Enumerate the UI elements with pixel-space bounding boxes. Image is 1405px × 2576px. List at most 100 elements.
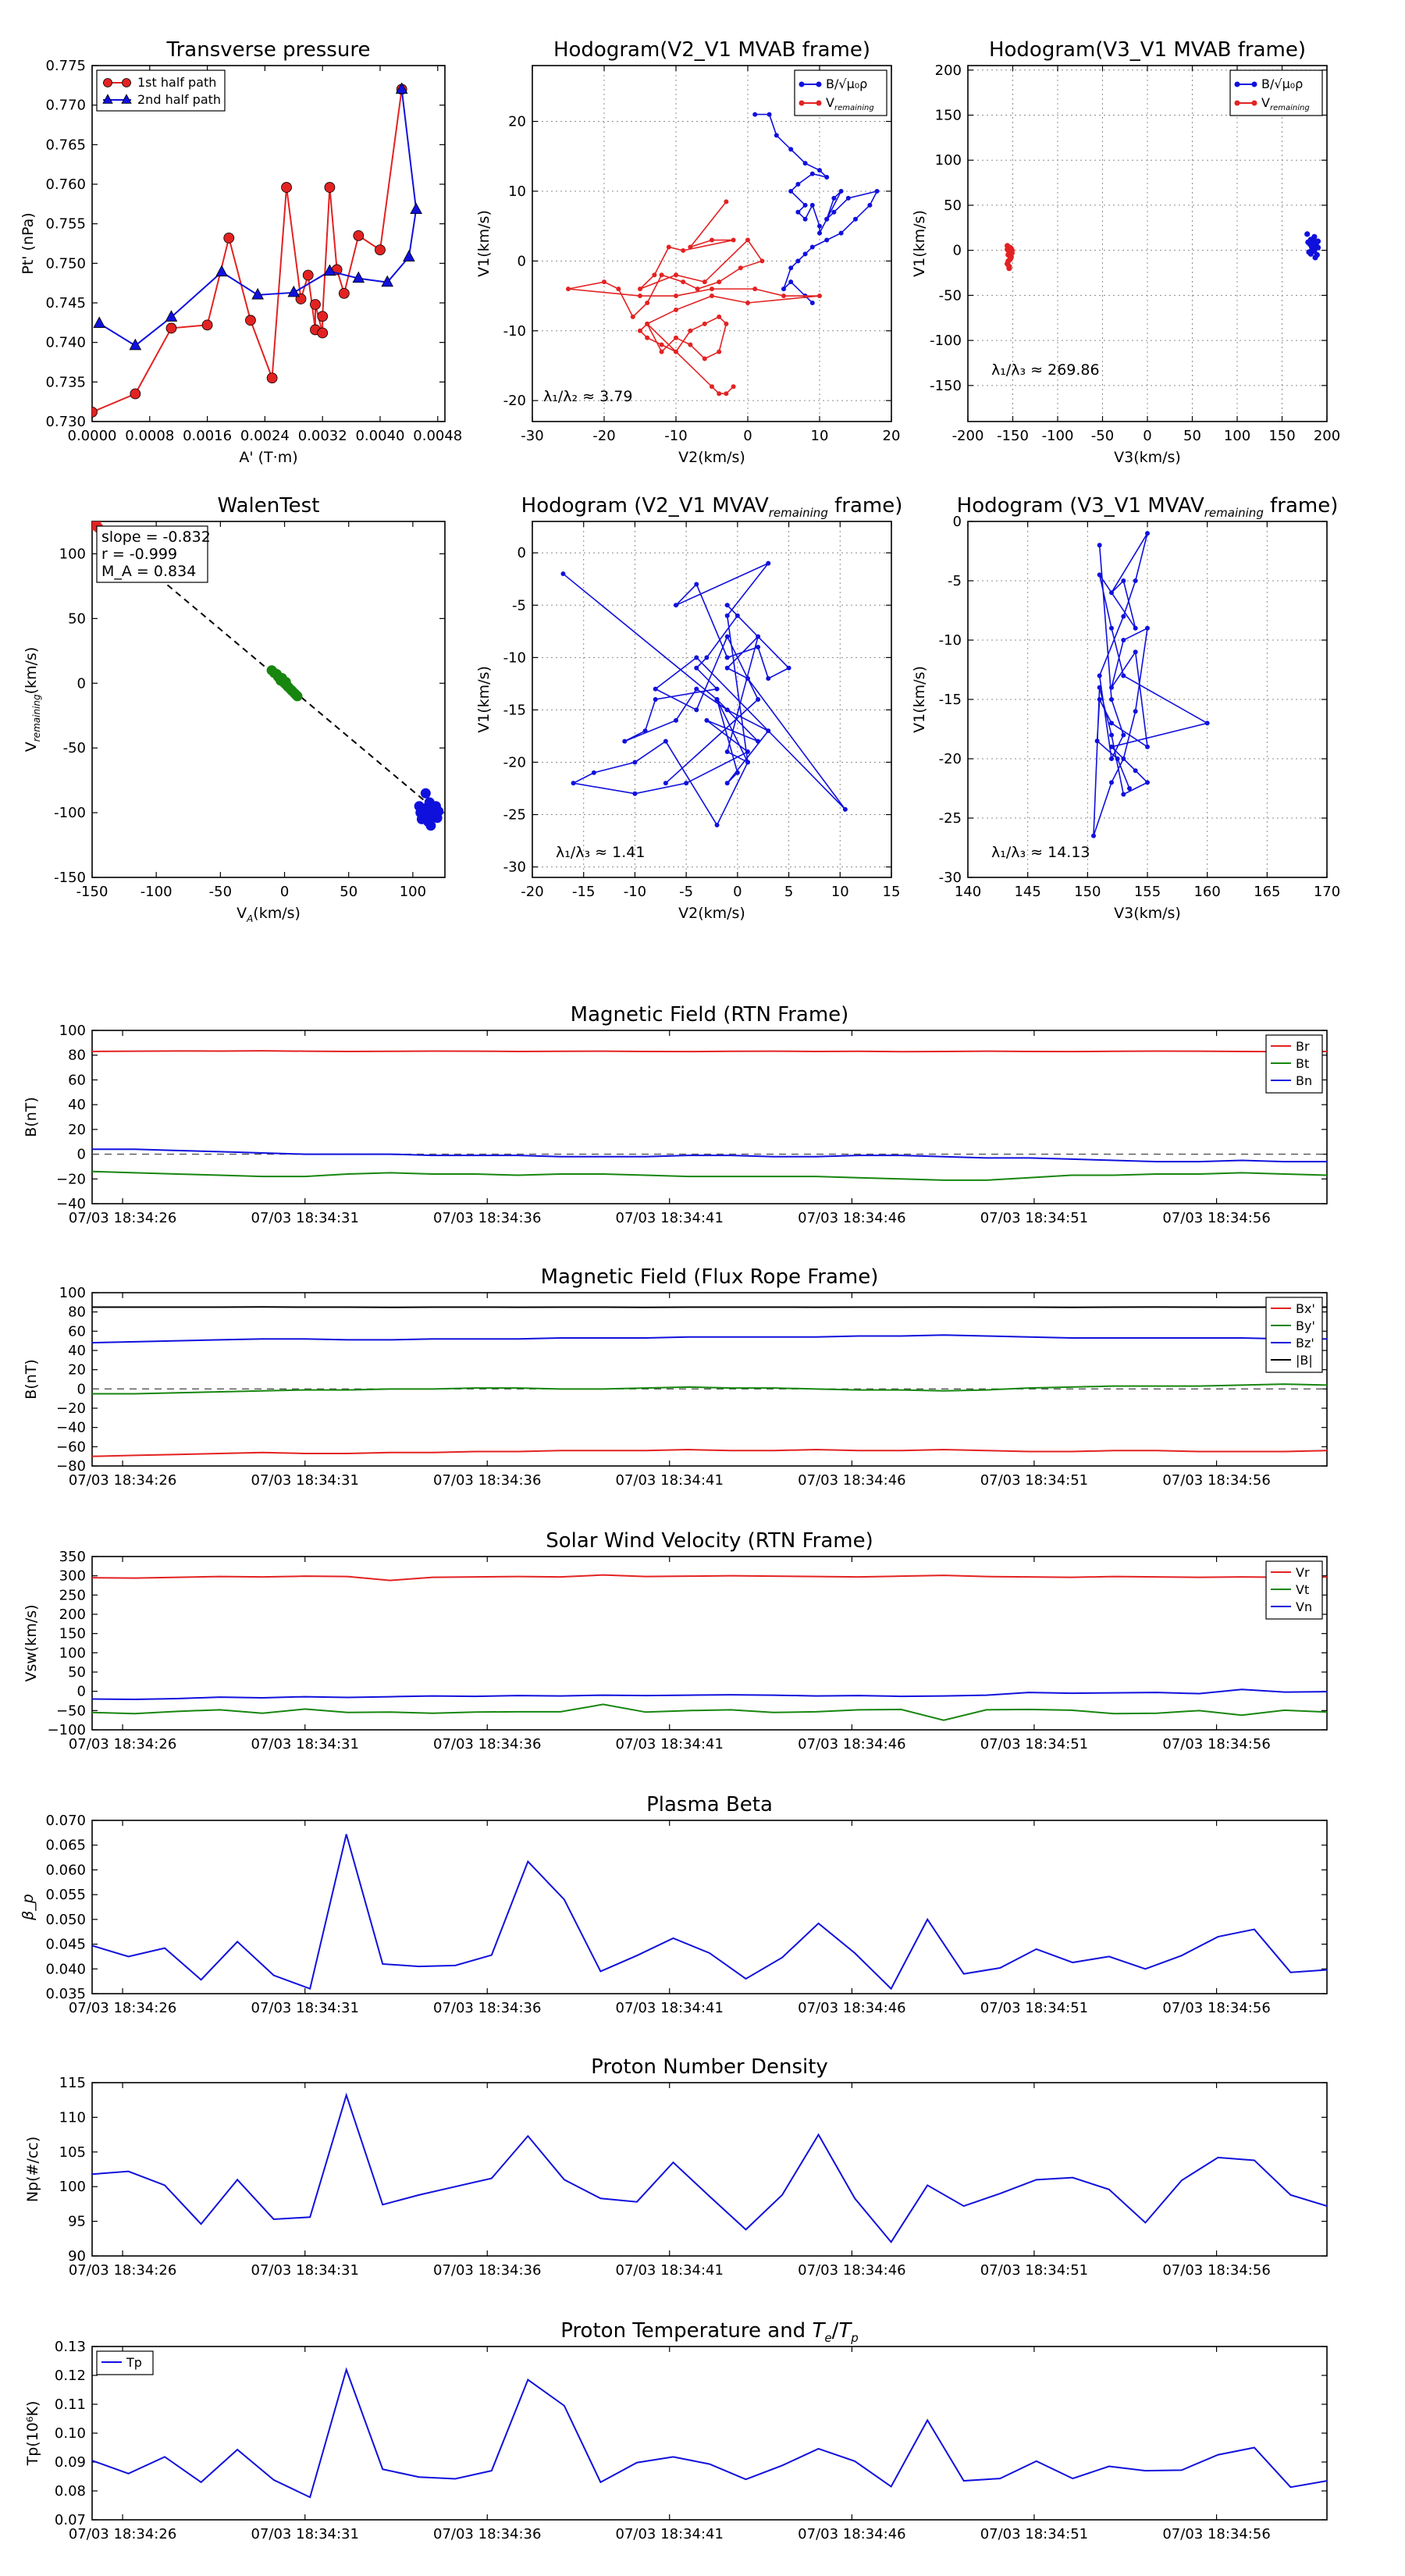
data-point xyxy=(694,655,699,660)
y-tick-label: 20 xyxy=(68,1122,86,1138)
data-point xyxy=(759,258,765,264)
x-tick-label: 50 xyxy=(1183,428,1201,444)
series-line-v xyxy=(567,201,820,395)
data-point xyxy=(324,182,336,193)
data-point xyxy=(824,237,830,243)
series-line-bn xyxy=(92,1148,1327,1163)
legend-marker xyxy=(816,81,822,87)
proton-number-density-chart: Proton Number Density 90 95 100 105 110 115 07/… xyxy=(24,2055,1328,2279)
y-tick-label: 20 xyxy=(508,114,526,130)
plot-body xyxy=(92,1050,1327,1181)
data-point xyxy=(756,634,761,639)
x-tick-label: 07/03 18:34:41 xyxy=(616,1210,724,1226)
y-tick-label: 0.055 xyxy=(45,1887,86,1903)
x-tick-label: -100 xyxy=(1042,428,1074,444)
y-tick-label: 60 xyxy=(68,1323,86,1340)
x-tick-label: 0.0008 xyxy=(125,428,174,444)
data-point xyxy=(663,738,668,744)
data-point xyxy=(622,738,628,744)
data-point xyxy=(788,265,794,271)
data-point xyxy=(688,328,693,333)
x-tick-label: 50 xyxy=(340,884,357,900)
y-tick-label: 0.08 xyxy=(55,2483,86,2500)
data-point xyxy=(1313,242,1319,248)
series-line-beta xyxy=(92,1834,1327,1991)
x-tick-label: 07/03 18:34:51 xyxy=(980,2526,1088,2542)
x-tick-label: -20 xyxy=(592,428,615,444)
plot-body xyxy=(92,82,422,418)
plot-body xyxy=(92,1574,1327,1721)
y-axis-label: Tp(10⁶K) xyxy=(24,2401,41,2467)
data-point xyxy=(1121,732,1126,738)
data-point xyxy=(724,634,730,639)
data-point xyxy=(842,806,848,812)
x-tick-label: 0.0040 xyxy=(355,428,404,444)
series-line-by xyxy=(92,1383,1327,1395)
data-point xyxy=(632,760,638,765)
x-tick-label: 07/03 18:34:36 xyxy=(433,1472,541,1489)
x-tick-label: -150 xyxy=(997,428,1029,444)
plot-body xyxy=(1091,531,1210,838)
legend-marker xyxy=(1234,81,1240,87)
data-point xyxy=(1109,780,1114,785)
data-point xyxy=(223,233,235,244)
y-tick-label: 100 xyxy=(59,2179,86,2195)
legend: Vr Vt Vn xyxy=(1265,1560,1323,1620)
data-point xyxy=(724,781,730,786)
y-tick-label: 0 xyxy=(77,1381,86,1397)
hodogram-v2-v1-mvav-chart: -20 -15 -10 -5 0 5 10 15 -30 -25 -20 -15 -10 -5 0 Hodog… xyxy=(475,494,902,922)
data-point xyxy=(430,801,441,812)
x-tick-label: 07/03 18:34:56 xyxy=(1162,2526,1270,2542)
y-tick-label: 10 xyxy=(508,183,526,200)
y-axis-label: V1(km/s) xyxy=(911,666,928,733)
data-point xyxy=(735,770,740,775)
data-point xyxy=(767,112,772,117)
y-tick-label: -150 xyxy=(930,378,962,394)
y-tick-label: 0.065 xyxy=(45,1838,86,1854)
y-tick-label: 0.07 xyxy=(55,2512,86,2528)
x-tick-label: 0.0024 xyxy=(240,428,290,444)
x-tick-label: 07/03 18:34:26 xyxy=(69,1736,176,1752)
data-point xyxy=(717,349,722,354)
data-point xyxy=(694,665,699,671)
x-tick-label: 07/03 18:34:56 xyxy=(1162,1736,1270,1752)
data-point xyxy=(659,349,664,354)
data-point xyxy=(663,781,668,786)
data-point xyxy=(688,244,693,250)
data-point xyxy=(766,560,771,566)
y-tick-label: 50 xyxy=(68,1664,86,1681)
data-point xyxy=(724,749,730,755)
data-point xyxy=(1204,720,1210,726)
y-tick-label: -100 xyxy=(54,805,86,821)
y-tick-label: 100 xyxy=(59,546,86,562)
y-tick-label: 0.745 xyxy=(45,295,86,311)
y-tick-label: −40 xyxy=(56,1420,86,1436)
stats-line: r = -0.999 xyxy=(101,546,177,563)
data-point xyxy=(591,770,596,775)
y-tick-label: -150 xyxy=(54,870,86,886)
y-tick-label: 105 xyxy=(59,2144,86,2161)
legend-marker xyxy=(122,78,131,87)
y-tick-label: -25 xyxy=(939,810,962,827)
x-tick-label: 0.0016 xyxy=(183,428,232,444)
y-tick-label: -5 xyxy=(948,573,962,589)
chart-title: Hodogram(V3_V1 MVAB frame) xyxy=(989,38,1306,62)
y-tick-label: 0.13 xyxy=(55,2339,86,2355)
data-point xyxy=(403,250,415,262)
data-point xyxy=(724,613,730,618)
data-point xyxy=(1094,738,1100,744)
data-point xyxy=(674,307,678,312)
data-point xyxy=(731,384,736,390)
data-point xyxy=(317,327,329,339)
data-point xyxy=(375,244,386,256)
data-point xyxy=(674,349,678,354)
data-point xyxy=(165,310,178,322)
x-tick-label: -200 xyxy=(952,428,984,444)
plot-body xyxy=(92,521,444,831)
y-tick-label: 115 xyxy=(59,2075,86,2091)
data-point xyxy=(1133,768,1138,774)
data-point xyxy=(1312,254,1318,261)
x-tick-label: 07/03 18:34:26 xyxy=(69,2526,176,2542)
data-point xyxy=(266,372,278,384)
plasma-beta-chart: Plasma Beta 0.035 0.040 0.045 0.050 0.055 0.06… xyxy=(20,1793,1328,2016)
